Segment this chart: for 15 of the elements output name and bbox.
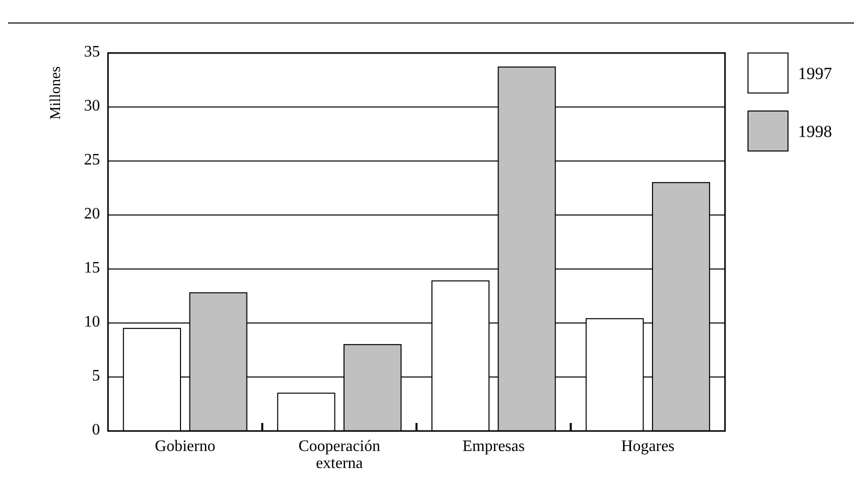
y-tick-label: 10 bbox=[84, 314, 100, 331]
y-tick-label: 30 bbox=[84, 98, 100, 115]
y-tick-label: 5 bbox=[92, 368, 100, 385]
legend-label: 1998 bbox=[798, 122, 832, 141]
y-tick-label: 15 bbox=[84, 260, 100, 277]
y-tick-label: 25 bbox=[84, 152, 100, 169]
y-tick-label: 0 bbox=[92, 422, 100, 439]
x-tick-label: Gobierno bbox=[154, 438, 216, 455]
x-tick-label: Empresas bbox=[462, 438, 525, 455]
legend-label: 1997 bbox=[798, 64, 832, 83]
x-tick-label: Cooperación externa bbox=[298, 438, 380, 472]
x-tick-label: Hogares bbox=[621, 438, 675, 455]
y-tick-label: 35 bbox=[84, 44, 100, 61]
y-axis-title: Millones bbox=[48, 66, 64, 120]
y-tick-label: 20 bbox=[84, 206, 100, 223]
